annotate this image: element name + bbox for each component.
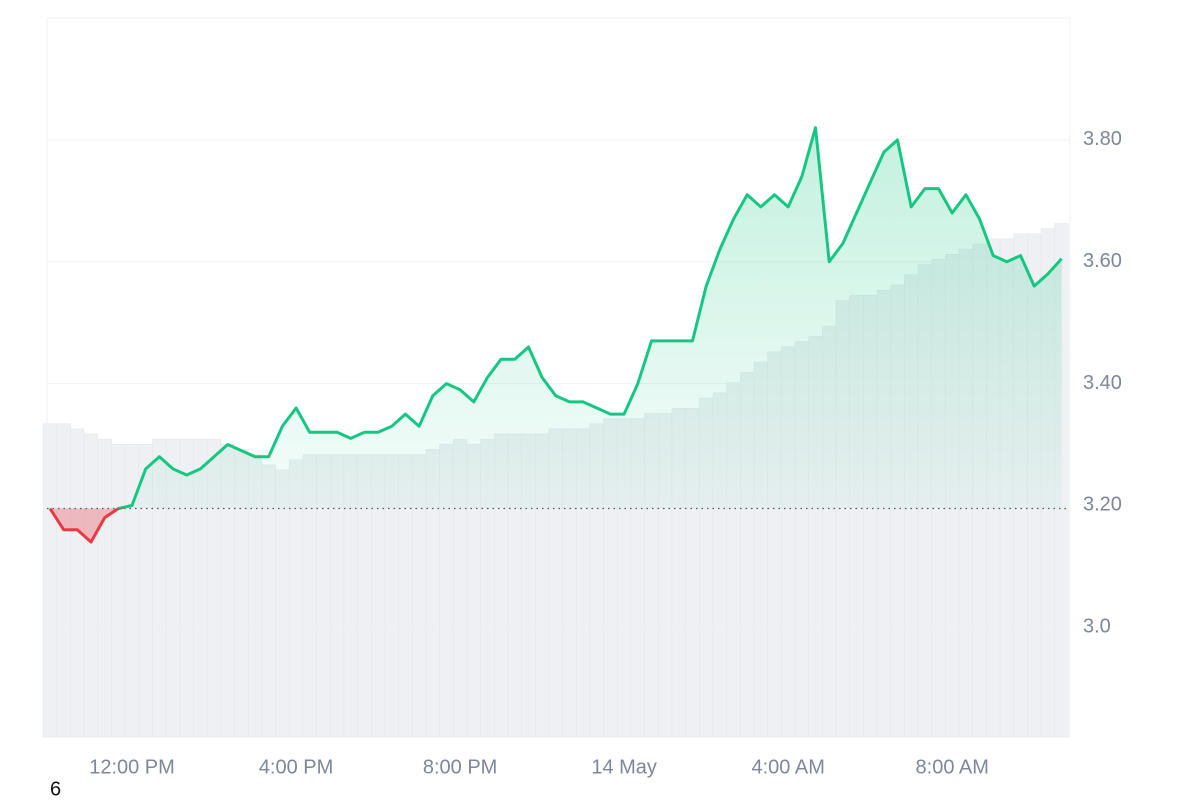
annotation: 6 — [50, 778, 61, 800]
x-tick-label: 8:00 PM — [423, 756, 497, 778]
volume-bar — [42, 423, 58, 738]
volume-bar — [70, 428, 85, 738]
volume-bar — [124, 444, 140, 738]
price-area — [50, 127, 1062, 542]
x-tick-label: 12:00 PM — [89, 756, 175, 778]
x-tick-label: 4:00 AM — [751, 756, 824, 778]
x-tick-label: 8:00 AM — [916, 756, 989, 778]
volume-bar — [56, 423, 71, 738]
volume-bar — [275, 469, 290, 738]
y-tick-label: 3.80 — [1083, 128, 1122, 150]
y-tick-label: 3.0 — [1083, 616, 1111, 638]
volume-bar — [83, 433, 99, 738]
price-line — [48, 126, 1063, 544]
volume-bar — [111, 444, 126, 738]
volume-bar — [97, 438, 112, 738]
y-tick-label: 3.60 — [1083, 250, 1122, 272]
x-tick-label: 14 May — [591, 756, 657, 778]
y-tick-label: 3.20 — [1083, 494, 1122, 516]
y-tick-label: 3.40 — [1083, 372, 1122, 394]
x-tick-label: 4:00 PM — [259, 756, 333, 778]
